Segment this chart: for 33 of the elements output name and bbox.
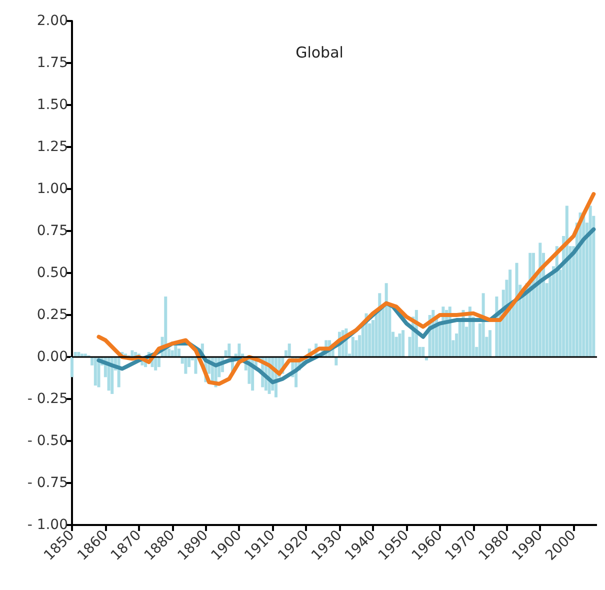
y-tick-label: 1.25 <box>36 139 68 155</box>
y-tick-label: 0.50 <box>36 265 68 281</box>
y-tick-label: - 0.25 <box>27 391 68 407</box>
line-series <box>96 192 596 386</box>
bar <box>94 357 97 386</box>
bar <box>378 293 382 357</box>
bar <box>488 330 492 357</box>
bar <box>238 344 241 357</box>
bar <box>398 333 402 357</box>
bar <box>351 336 354 357</box>
bar <box>154 357 158 370</box>
bar <box>422 346 425 357</box>
y-tick-label: 1.50 <box>36 97 68 113</box>
bar <box>288 344 291 357</box>
y-tick-label: 2.00 <box>36 13 68 29</box>
y-tick-label: 1.00 <box>36 181 68 197</box>
y-tick-label: 0.00 <box>36 349 68 365</box>
bar <box>515 262 518 357</box>
bar <box>178 348 181 357</box>
bar <box>565 206 568 357</box>
bar <box>588 206 592 357</box>
bar <box>384 283 388 357</box>
bar <box>228 344 231 357</box>
y-tick-label: - 0.75 <box>27 475 68 491</box>
bar <box>70 357 74 378</box>
y-tick-label: 1.75 <box>36 55 68 71</box>
bar <box>194 357 198 374</box>
bar <box>402 330 405 357</box>
text: Global <box>296 44 344 62</box>
bar <box>184 357 188 374</box>
y-tick-label: 0.25 <box>36 307 68 323</box>
y-tick-label: - 0.50 <box>27 433 68 449</box>
y-tick-label: 0.75 <box>36 223 68 239</box>
